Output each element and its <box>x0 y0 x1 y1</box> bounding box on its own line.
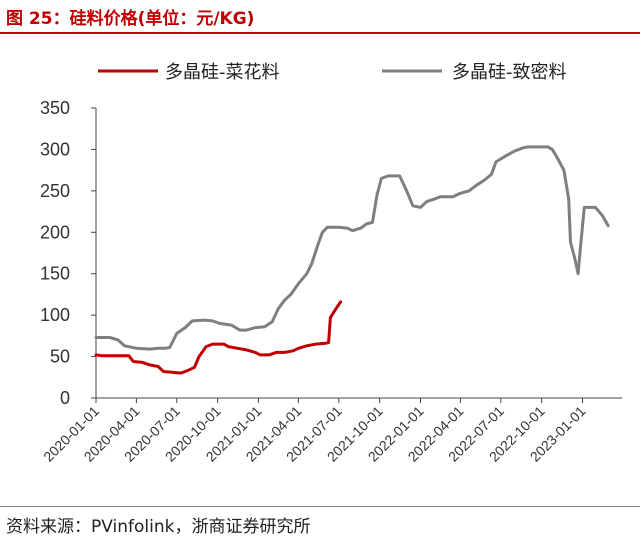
y-tick-label: 250 <box>40 181 70 201</box>
series-line-dense <box>94 145 610 351</box>
y-tick-label: 350 <box>40 98 70 118</box>
legend-label: 多晶硅-致密料 <box>452 62 567 83</box>
title-divider <box>0 32 640 34</box>
y-tick-label: 50 <box>50 347 70 367</box>
y-tick-label: 200 <box>40 222 70 242</box>
series-line-cauliflower <box>94 300 343 375</box>
chart-title: 图 25：硅料价格(单位：元/KG) <box>6 9 255 29</box>
source-note: 资料来源：PVinfolink，浙商证券研究所 <box>6 517 311 537</box>
y-axis: 0 50 100 150 200 250 300 350 <box>40 98 97 408</box>
source-divider <box>0 506 640 507</box>
price-line-chart: 多晶硅-菜花料 多晶硅-致密料 0 50 100 150 200 250 300 350 202… <box>40 62 622 465</box>
legend-label: 多晶硅-菜花料 <box>165 62 280 83</box>
y-tick-label: 300 <box>40 139 70 159</box>
legend: 多晶硅-菜花料 多晶硅-致密料 <box>98 62 567 83</box>
x-axis: 2020-01-012020-04-012020-07-012020-10-01… <box>40 397 622 465</box>
y-tick-label: 100 <box>40 305 70 325</box>
y-tick-label: 0 <box>60 388 70 408</box>
series-group <box>94 145 610 375</box>
y-tick-label: 150 <box>40 264 70 284</box>
